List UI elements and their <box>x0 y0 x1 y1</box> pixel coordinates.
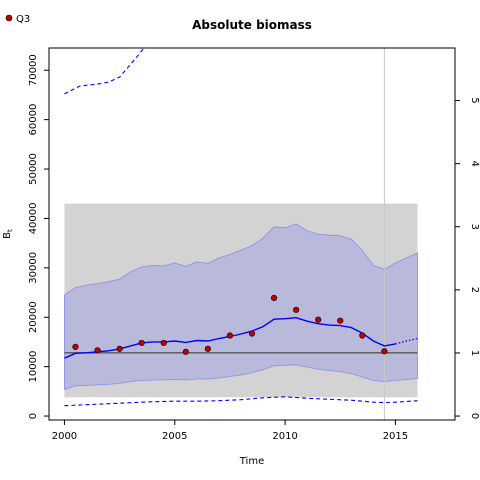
y-tick-label: 10000 <box>28 351 39 383</box>
data-point <box>160 339 167 347</box>
y-tick-label: 30000 <box>28 252 39 284</box>
outer-upper-bound <box>64 48 145 95</box>
y-tick-label: 50000 <box>28 153 39 185</box>
plot-frame <box>48 47 456 421</box>
data-point <box>381 348 388 355</box>
data-point <box>293 306 300 313</box>
right-y-tick-label: 3 <box>469 224 480 230</box>
data-point <box>94 347 101 354</box>
right-y-axis: 0 1 2 3 4 5 <box>455 97 480 419</box>
x-axis-label: Time <box>239 456 264 467</box>
data-point <box>315 316 322 323</box>
x-tick-label: 2015 <box>383 431 408 442</box>
forecast-line <box>395 337 418 345</box>
data-point <box>226 332 234 339</box>
right-y-tick-label: 5 <box>469 97 480 103</box>
legend-label-q3: Q3 <box>16 14 30 25</box>
y-tick-label: 70000 <box>28 54 39 86</box>
confidence-band <box>64 223 418 390</box>
legend: Q3 <box>5 14 30 25</box>
right-y-tick-label: 2 <box>469 287 480 293</box>
data-point <box>359 332 366 339</box>
outer-lower-bound <box>64 396 418 407</box>
data-point <box>270 294 278 302</box>
y-axis-label: Bt <box>2 229 14 239</box>
x-tick-label: 2010 <box>272 431 297 442</box>
y-tick-label: 40000 <box>28 202 39 234</box>
right-y-tick-label: 4 <box>469 161 480 167</box>
y-axis-label-subscript: t <box>6 229 14 232</box>
x-tick-label: 2005 <box>162 431 187 442</box>
right-y-tick-label: 1 <box>469 350 480 356</box>
chart-title: Absolute biomass <box>192 18 312 32</box>
y-tick-label: 0 <box>28 413 39 419</box>
plot-area <box>64 48 418 420</box>
data-point <box>182 348 189 355</box>
y-tick-label: 20000 <box>28 301 39 333</box>
data-point <box>337 317 344 324</box>
data-point <box>72 343 79 350</box>
data-point <box>204 345 211 352</box>
y-tick-label: 60000 <box>28 104 39 136</box>
right-y-tick-label: 0 <box>469 413 480 419</box>
data-point <box>138 339 145 347</box>
x-axis: 2000 2005 2010 2015 <box>52 420 408 442</box>
data-point <box>248 330 256 337</box>
y-axis: 0 10000 20000 30000 40000 50000 60000 70000 <box>28 54 49 419</box>
x-tick-label: 2000 <box>52 431 77 442</box>
y-axis-label-main: B <box>2 232 13 239</box>
data-point <box>116 345 123 352</box>
legend-marker-q3 <box>5 14 13 22</box>
